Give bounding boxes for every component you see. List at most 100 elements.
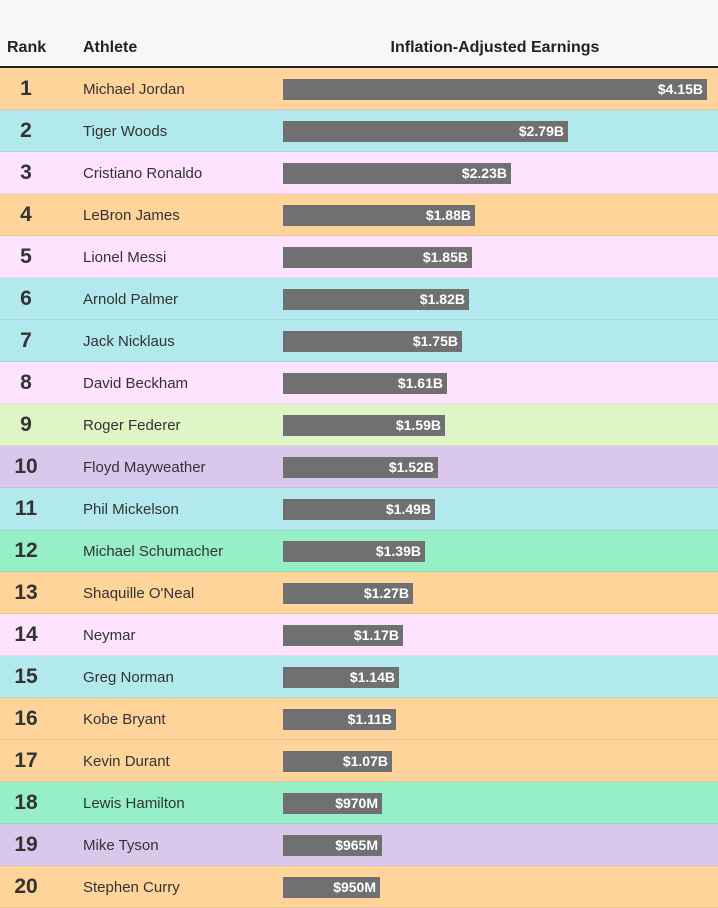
athlete-name: David Beckham bbox=[83, 375, 189, 392]
earnings-value-label: $2.79B bbox=[518, 123, 564, 139]
athlete-name: LeBron James bbox=[83, 207, 180, 224]
athlete-name: Shaquille O'Neal bbox=[83, 585, 195, 602]
athlete-name: Roger Federer bbox=[83, 417, 181, 434]
table-row: 10 Floyd Mayweather $1.52B bbox=[0, 446, 718, 488]
earnings-value-label: $1.14B bbox=[349, 669, 395, 685]
table-row: 1 Michael Jordan $4.15B bbox=[0, 68, 718, 110]
earnings-bar: $1.17B bbox=[283, 625, 403, 646]
earnings-value-label: $1.39B bbox=[375, 543, 421, 559]
earnings-value-label: $4.15B bbox=[657, 81, 703, 97]
earnings-value-label: $1.07B bbox=[342, 753, 388, 769]
table-row: 12 Michael Schumacher $1.39B bbox=[0, 530, 718, 572]
rank-number: 15 bbox=[14, 665, 38, 688]
earnings-value-label: $1.75B bbox=[412, 333, 458, 349]
earnings-value-label: $1.17B bbox=[353, 627, 399, 643]
table-row: 3 Cristiano Ronaldo $2.23B bbox=[0, 152, 718, 194]
earnings-column-header: Inflation-Adjusted Earnings bbox=[390, 39, 600, 56]
rank-number: 10 bbox=[14, 455, 38, 478]
rank-number: 2 bbox=[20, 119, 32, 142]
athlete-name: Kevin Durant bbox=[83, 753, 170, 770]
table-row: 14 Neymar $1.17B bbox=[0, 614, 718, 656]
rank-number: 7 bbox=[20, 329, 32, 352]
earnings-value-label: $1.88B bbox=[425, 207, 471, 223]
table-row: 15 Greg Norman $1.14B bbox=[0, 656, 718, 698]
athlete-name: Cristiano Ronaldo bbox=[83, 165, 203, 182]
table-row: 16 Kobe Bryant $1.11B bbox=[0, 698, 718, 740]
athlete-name: Kobe Bryant bbox=[83, 711, 166, 728]
earnings-bar: $2.79B bbox=[283, 121, 568, 142]
earnings-value-label: $1.11B bbox=[347, 711, 392, 727]
table-row: 18 Lewis Hamilton $970M bbox=[0, 782, 718, 824]
table-row: 2 Tiger Woods $2.79B bbox=[0, 110, 718, 152]
earnings-value-label: $1.27B bbox=[363, 585, 409, 601]
athlete-name: Jack Nicklaus bbox=[83, 333, 175, 350]
rank-number: 6 bbox=[20, 287, 32, 310]
earnings-value-label: $1.82B bbox=[419, 291, 465, 307]
earnings-bar: $4.15B bbox=[283, 79, 707, 100]
earnings-bar: $1.49B bbox=[283, 499, 435, 520]
earnings-bar: $1.27B bbox=[283, 583, 413, 604]
athlete-name: Lionel Messi bbox=[83, 249, 167, 266]
ranking-table: 1 Michael Jordan $4.15B 2 Tiger Woods $2.79B 3… bbox=[0, 68, 718, 908]
earnings-value-label: $970M bbox=[335, 795, 378, 811]
earnings-value-label: $1.59B bbox=[395, 417, 441, 433]
athlete-name: Michael Schumacher bbox=[83, 543, 224, 560]
earnings-bar: $1.88B bbox=[283, 205, 475, 226]
earnings-value-label: $1.61B bbox=[397, 375, 443, 391]
earnings-value-label: $2.23B bbox=[461, 165, 507, 181]
rank-number: 11 bbox=[14, 497, 38, 520]
rank-column-header: Rank bbox=[7, 39, 47, 56]
rank-number: 13 bbox=[14, 581, 38, 604]
table-row: 7 Jack Nicklaus $1.75B bbox=[0, 320, 718, 362]
rank-number: 20 bbox=[14, 875, 38, 898]
earnings-bar: $1.11B bbox=[283, 709, 396, 730]
earnings-bar: $1.14B bbox=[283, 667, 399, 688]
rank-number: 1 bbox=[20, 77, 32, 100]
rank-number: 14 bbox=[14, 623, 38, 646]
table-row: 4 LeBron James $1.88B bbox=[0, 194, 718, 236]
table-row: 9 Roger Federer $1.59B bbox=[0, 404, 718, 446]
earnings-bar: $1.82B bbox=[283, 289, 469, 310]
earnings-bar: $950M bbox=[283, 877, 380, 898]
athlete-name: Greg Norman bbox=[83, 669, 174, 686]
athlete-name: Floyd Mayweather bbox=[83, 459, 206, 476]
athlete-name: Lewis Hamilton bbox=[83, 795, 185, 812]
earnings-bar: $1.61B bbox=[283, 373, 447, 394]
rank-number: 17 bbox=[14, 749, 38, 772]
rank-number: 5 bbox=[20, 245, 32, 268]
earnings-bar: $965M bbox=[283, 835, 382, 856]
table-row: 20 Stephen Curry $950M bbox=[0, 866, 718, 908]
earnings-value-label: $950M bbox=[333, 879, 376, 895]
table-row: 8 David Beckham $1.61B bbox=[0, 362, 718, 404]
athlete-name: Tiger Woods bbox=[83, 123, 168, 140]
earnings-value-label: $965M bbox=[335, 837, 378, 853]
table-row: 11 Phil Mickelson $1.49B bbox=[0, 488, 718, 530]
earnings-value-label: $1.52B bbox=[388, 459, 434, 475]
rank-number: 18 bbox=[14, 791, 38, 814]
table-row: 6 Arnold Palmer $1.82B bbox=[0, 278, 718, 320]
athlete-name: Stephen Curry bbox=[83, 879, 180, 896]
earnings-bar: $1.59B bbox=[283, 415, 445, 436]
rank-number: 8 bbox=[20, 371, 32, 394]
rank-number: 12 bbox=[14, 539, 38, 562]
rank-number: 3 bbox=[20, 161, 32, 184]
athlete-name: Phil Mickelson bbox=[83, 501, 179, 518]
earnings-bar: $1.07B bbox=[283, 751, 392, 772]
athlete-name: Michael Jordan bbox=[83, 81, 185, 98]
earnings-bar: $1.85B bbox=[283, 247, 472, 268]
rank-number: 9 bbox=[20, 413, 32, 436]
athlete-name: Arnold Palmer bbox=[83, 291, 179, 308]
rank-number: 4 bbox=[20, 203, 32, 226]
table-header: Rank Athlete Inflation-Adjusted Earnings bbox=[0, 0, 718, 68]
athlete-name: Neymar bbox=[83, 627, 136, 644]
athlete-name: Mike Tyson bbox=[83, 837, 159, 854]
rank-number: 19 bbox=[14, 833, 38, 856]
earnings-bar: $1.52B bbox=[283, 457, 438, 478]
table-row: 13 Shaquille O'Neal $1.27B bbox=[0, 572, 718, 614]
athlete-column-header: Athlete bbox=[83, 39, 138, 56]
earnings-bar: $1.39B bbox=[283, 541, 425, 562]
table-row: 17 Kevin Durant $1.07B bbox=[0, 740, 718, 782]
table-row: 5 Lionel Messi $1.85B bbox=[0, 236, 718, 278]
earnings-bar: $1.75B bbox=[283, 331, 462, 352]
rank-number: 16 bbox=[14, 707, 38, 730]
